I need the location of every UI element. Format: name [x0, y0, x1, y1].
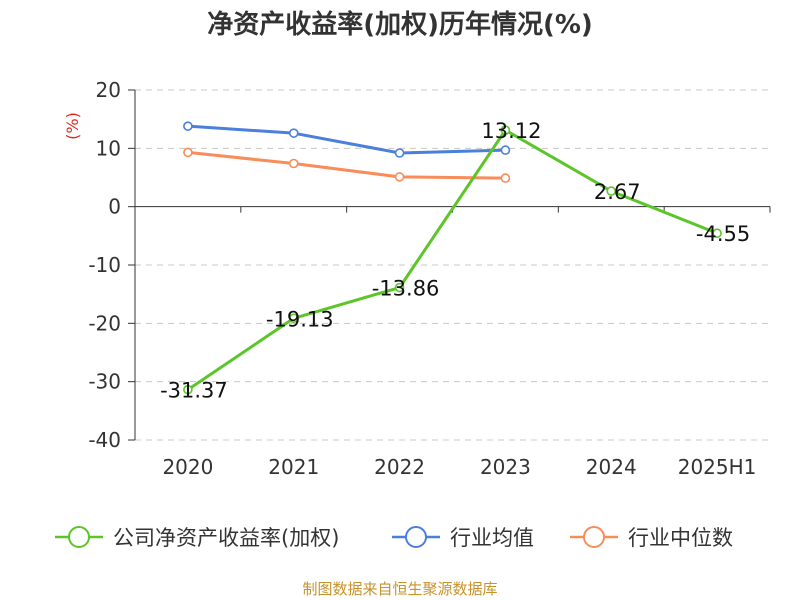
data-point	[394, 282, 405, 293]
source-note: 制图数据来自恒生聚源数据库	[302, 580, 497, 598]
x-tick-label: 2022	[374, 455, 425, 479]
data-point	[500, 173, 511, 183]
legend-label: 行业均值	[450, 526, 534, 550]
legend-label: 公司净资产收益率(加权)	[113, 526, 339, 550]
legend-swatch-marker	[583, 526, 605, 548]
series-layer	[183, 121, 722, 395]
legend: 公司净资产收益率(加权) 行业均值 行业中位数	[55, 526, 733, 550]
legend-swatch-marker	[68, 526, 90, 548]
y-tick-label: 20	[96, 78, 121, 102]
legend-label: 行业中位数	[628, 526, 733, 550]
data-point	[288, 158, 299, 169]
axes: 20 10 0 -10 -20 -30 -40 2020 2021 2022 2023 2024 202…	[88, 78, 771, 479]
y-tick-label: 0	[108, 195, 121, 219]
data-point	[288, 128, 299, 138]
data-point	[183, 121, 193, 131]
data-point	[712, 228, 722, 239]
data-label: 2.67	[594, 180, 641, 204]
chart-title: 净资产收益率(加权)历年情况(%)	[207, 9, 593, 40]
data-label: -19.13	[266, 307, 334, 331]
data-point	[394, 172, 405, 182]
series-line	[187, 124, 506, 155]
x-tick-label: 2020	[162, 455, 213, 479]
x-tick-label: 2025H1	[678, 455, 757, 479]
y-tick-label: -30	[88, 370, 121, 394]
data-point	[288, 313, 299, 324]
data-point	[394, 148, 405, 158]
y-tick-label: 10	[96, 136, 121, 160]
series-line	[187, 150, 506, 180]
y-tick-label: -20	[88, 311, 121, 335]
data-label: -13.86	[372, 277, 440, 301]
data-label: -31.37	[160, 379, 228, 403]
series-line	[187, 128, 718, 391]
x-tick-label: 2023	[480, 455, 531, 479]
data-labels: -31.37 -19.13 -13.86 13.12 2.67 -4.55	[160, 119, 750, 403]
data-point	[606, 186, 617, 196]
data-point	[500, 145, 511, 155]
y-tick-label: -40	[88, 428, 121, 452]
y-axis-unit: (%)	[63, 112, 82, 140]
y-tick-label: -10	[88, 253, 121, 277]
x-tick-label: 2024	[586, 455, 637, 479]
data-point	[500, 125, 511, 135]
data-label: -4.55	[696, 222, 750, 246]
legend-swatch-marker	[405, 526, 427, 548]
data-point	[183, 384, 193, 395]
data-point	[183, 147, 193, 158]
grid-lines	[135, 89, 770, 441]
data-label: 13.12	[481, 119, 541, 143]
x-tick-label: 2021	[268, 455, 319, 479]
